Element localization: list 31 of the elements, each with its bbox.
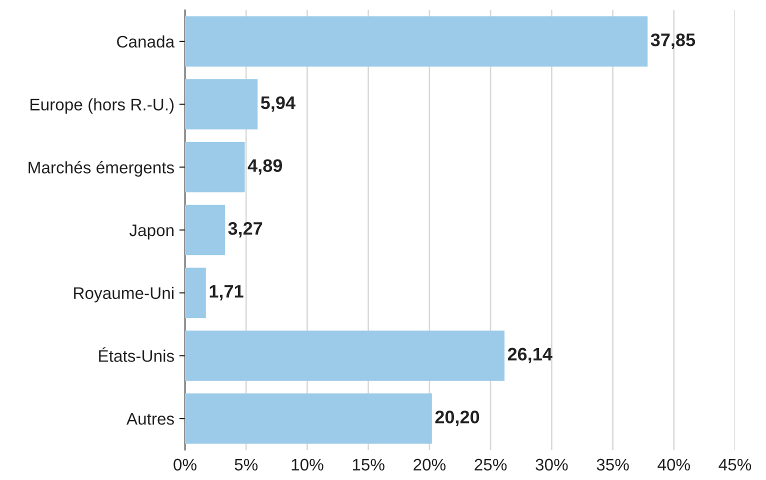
y-tick-label: Japon [129, 224, 174, 240]
data-label: 1,71 [210, 285, 244, 300]
x-tick-label: 40% [658, 458, 690, 471]
x-tick-label: 20% [414, 458, 446, 471]
x-tick-label: 45% [718, 458, 752, 471]
data-label: 20,20 [435, 410, 480, 426]
bar [185, 142, 245, 192]
x-tick-label: 0% [174, 458, 196, 471]
bar [185, 268, 206, 318]
data-label: 37,85 [650, 33, 696, 49]
x-tick-label: 5% [234, 458, 258, 471]
data-label: 3,27 [228, 222, 262, 238]
y-tick-label: États-Unis [99, 347, 174, 362]
bar [185, 79, 258, 130]
data-label: 26,14 [508, 348, 552, 364]
bar [185, 330, 504, 381]
y-tick-label: Europe (hors R.-U.) [30, 98, 174, 114]
x-tick-label: 15% [352, 458, 384, 471]
data-label: 5,94 [260, 96, 296, 112]
data-label: 4,89 [248, 159, 282, 175]
bar [185, 16, 648, 67]
y-tick-label: Royaume-Uni [74, 286, 174, 302]
y-tick-label: Marchés émergents [28, 161, 174, 177]
y-tick-label: Autres [126, 413, 174, 425]
x-tick-label: 25% [474, 458, 507, 471]
x-tick-label: 10% [292, 458, 324, 471]
bar [185, 393, 432, 444]
bar [185, 204, 225, 256]
x-tick-label: 30% [536, 458, 568, 471]
x-tick-label: 35% [596, 458, 629, 471]
y-tick-label: Canada [117, 35, 175, 48]
